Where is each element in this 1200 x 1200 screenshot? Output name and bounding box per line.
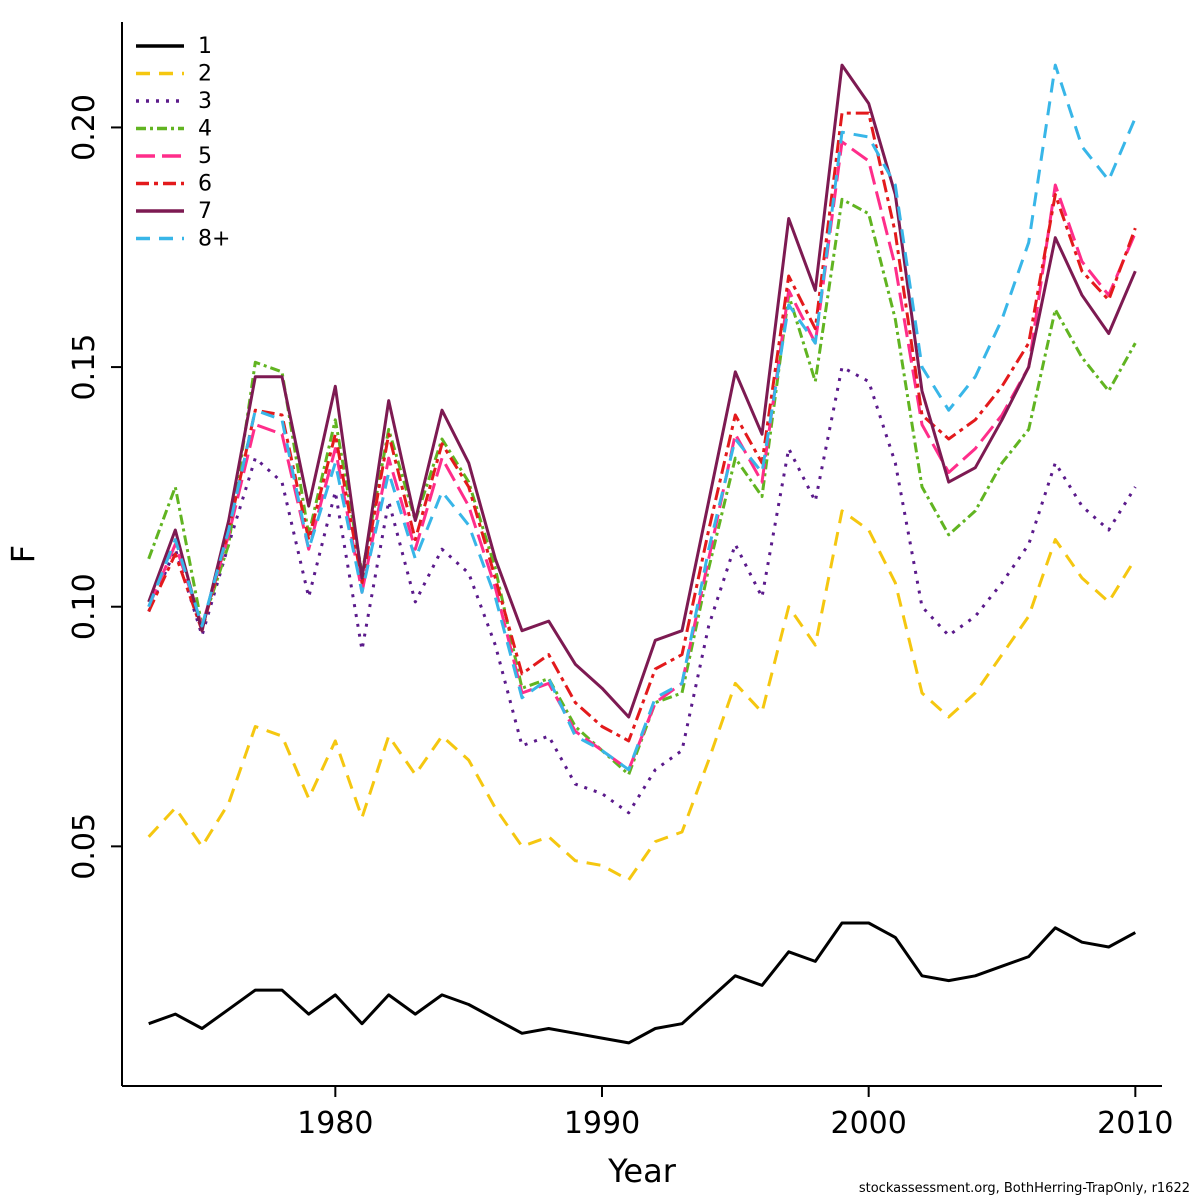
y-tick-label: 0.20	[67, 94, 102, 161]
series-line-7	[147, 63, 1137, 719]
x-axis-title: Year	[607, 1152, 677, 1190]
series-line-4	[147, 197, 1137, 776]
series-line-2	[147, 509, 1137, 882]
x-tick-label: 2010	[1097, 1106, 1173, 1141]
legend-label-4: 4	[198, 117, 212, 142]
watermark-text: stockassessment.org, BothHerring-TrapOnl…	[858, 1181, 1190, 1196]
y-tick-label: 0.05	[67, 813, 102, 880]
legend-label-8+: 8+	[198, 227, 230, 252]
series-line-1	[148, 921, 1137, 1045]
legend-label-5: 5	[198, 144, 212, 169]
y-tick-label: 0.10	[67, 573, 102, 640]
series-line-6	[147, 111, 1137, 743]
y-axis-title: F	[4, 545, 42, 563]
x-tick-label: 1990	[564, 1106, 640, 1141]
legend-label-1: 1	[198, 34, 212, 59]
y-tick-label: 0.15	[67, 334, 102, 401]
legend-label-7: 7	[198, 199, 212, 224]
series-line-8+	[147, 63, 1137, 772]
legend-label-2: 2	[198, 62, 212, 87]
x-tick-label: 1980	[297, 1106, 373, 1141]
legend-label-6: 6	[198, 172, 212, 197]
x-tick-label: 2000	[830, 1106, 906, 1141]
legend-label-3: 3	[198, 89, 212, 114]
